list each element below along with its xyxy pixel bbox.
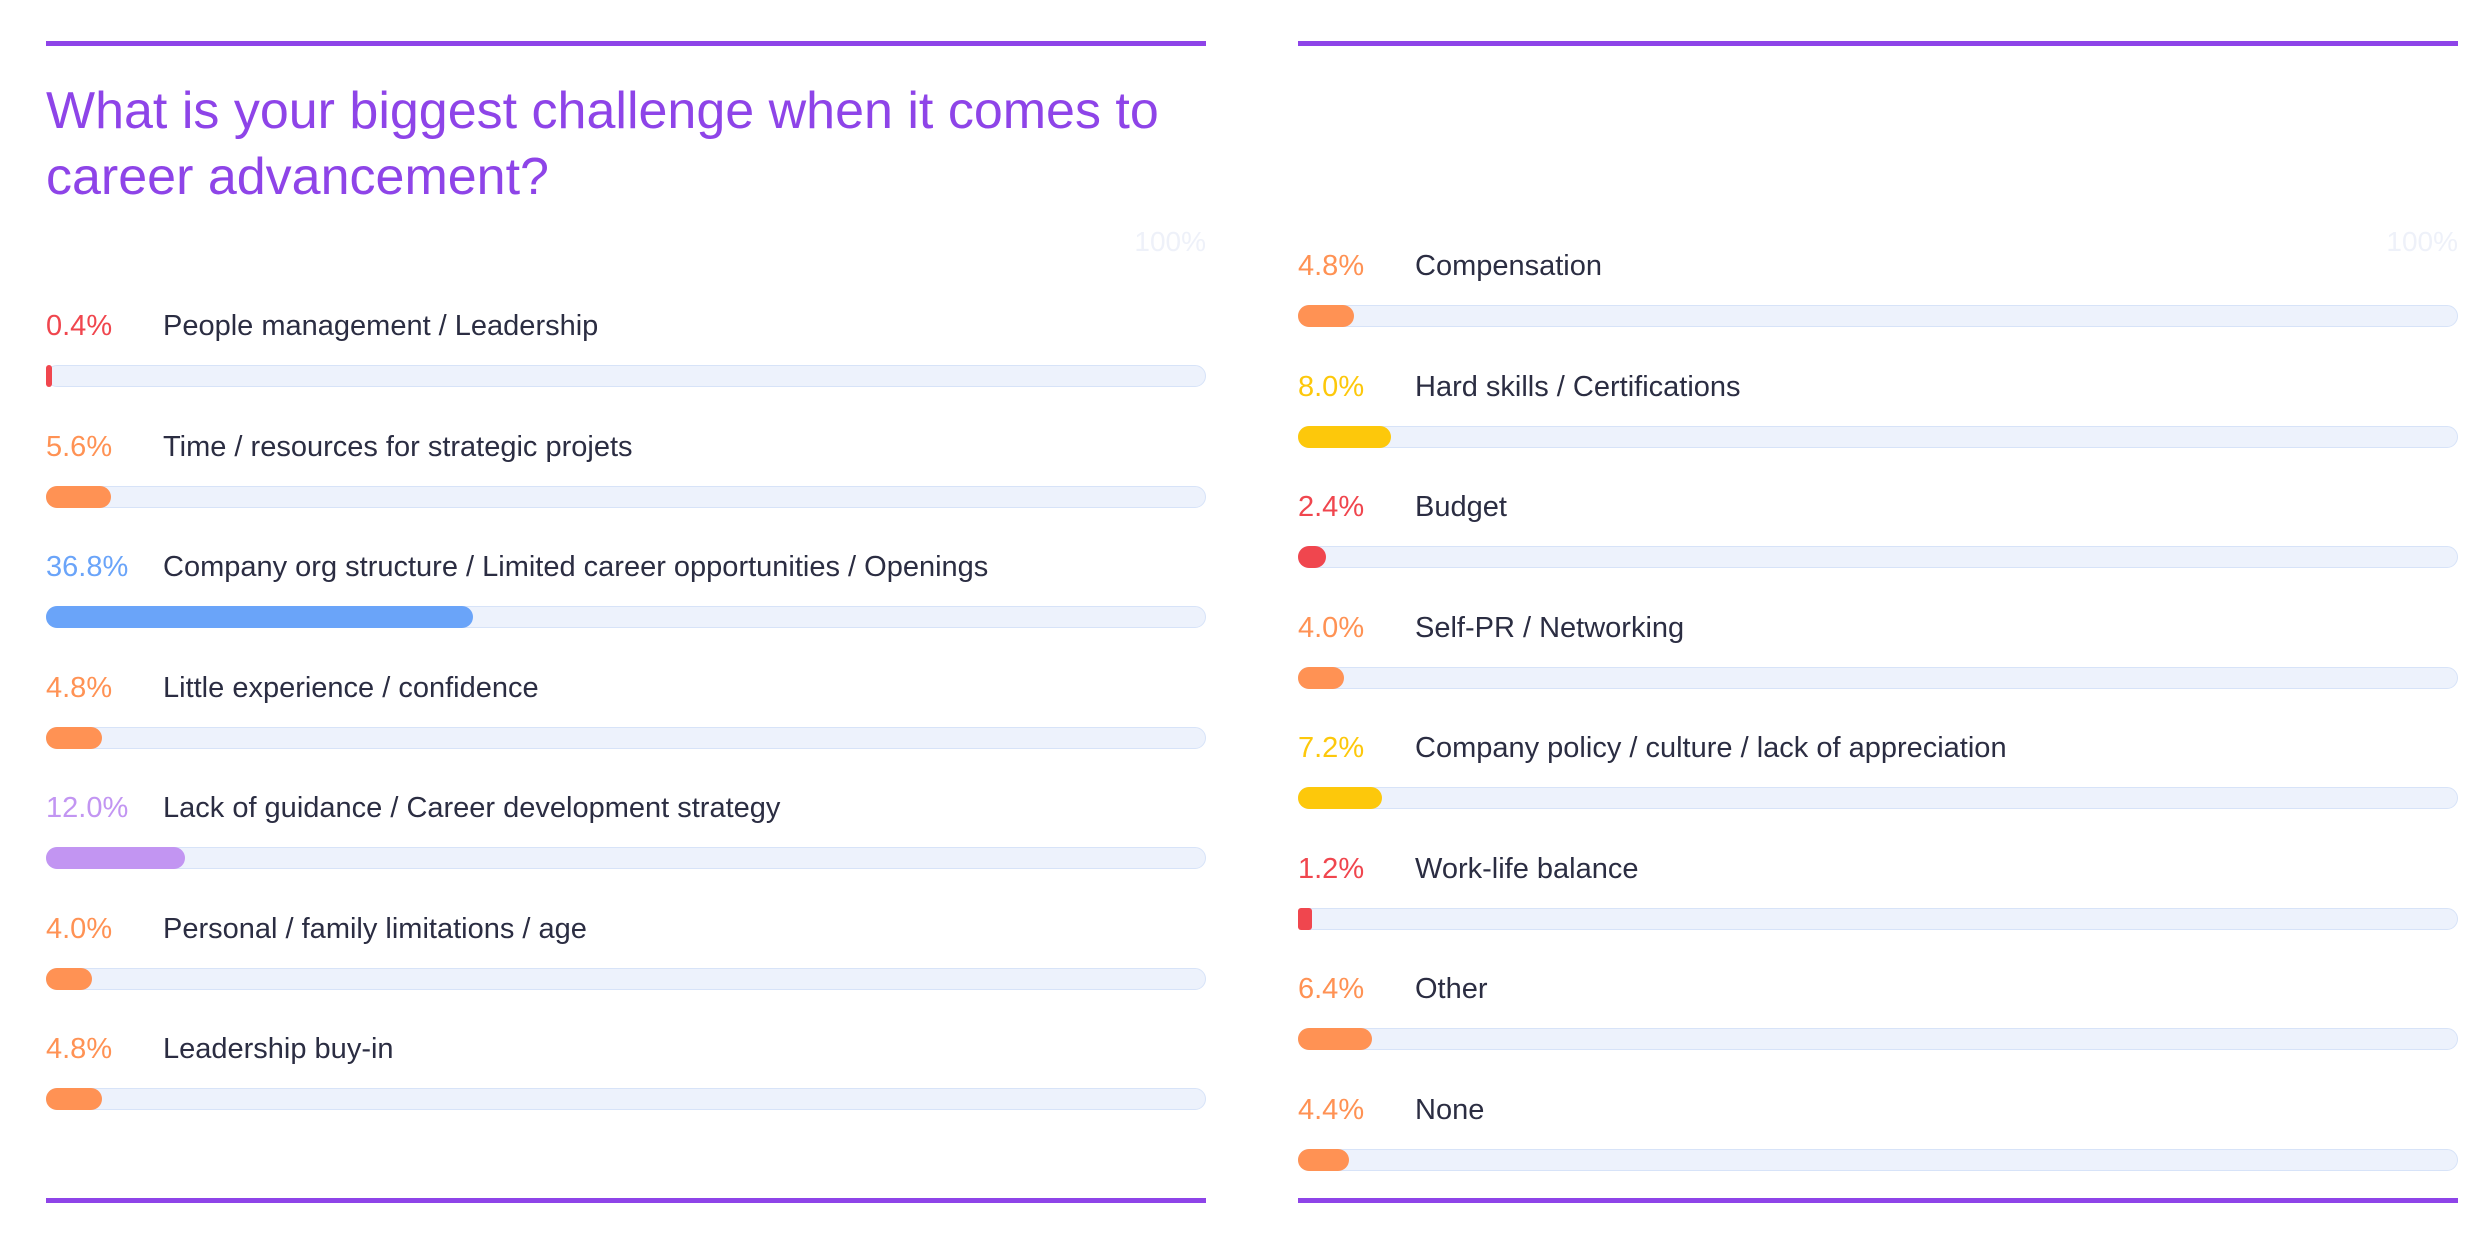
bar-value-label: 5.6%: [46, 431, 113, 463]
bar-row: 6.4% Other: [1298, 971, 2458, 1081]
bar-value-label: 36.8%: [46, 551, 129, 583]
axis-max-label: 100%: [1134, 226, 1206, 257]
bar-fill: [1298, 305, 1354, 327]
bar-track: [1298, 546, 2458, 568]
bar-track: [1298, 1149, 2458, 1171]
bar-value-label: 7.2%: [1298, 732, 1365, 764]
bar-track: [46, 847, 1206, 869]
bar-value-label: 2.4%: [1298, 491, 1365, 523]
bar-fill: [46, 727, 102, 749]
chart-panel-right: 100% 4.8% Compensation 8.0% Hard skills / C…: [1298, 0, 2458, 1245]
bar-track: [1298, 667, 2458, 689]
bar-category-label: Self-PR / Networking: [1415, 612, 1685, 644]
chart-title: What is your biggest challenge when it c…: [46, 82, 1159, 206]
bar-value-label: 0.4%: [46, 310, 113, 342]
bar-value-label: 4.8%: [46, 1033, 113, 1065]
bar-fill: [46, 1088, 102, 1110]
bottom-rule: [1298, 1198, 2458, 1203]
top-rule: [46, 41, 1206, 46]
bar-row: 4.0% Self-PR / Networking: [1298, 610, 2458, 720]
bar-category-label: Work-life balance: [1415, 853, 1639, 885]
bar-category-label: Hard skills / Certifications: [1415, 371, 1741, 403]
bar-row: 4.8% Little experience / confidence: [46, 670, 1206, 780]
bar-value-label: 1.2%: [1298, 853, 1365, 885]
bar-value-label: 6.4%: [1298, 973, 1365, 1005]
bar-value-label: 12.0%: [46, 792, 129, 824]
bar-category-label: Time / resources for strategic projets: [163, 431, 633, 463]
bar-track: [1298, 1028, 2458, 1050]
bar-category-label: Compensation: [1415, 250, 1602, 282]
bar-fill: [46, 968, 93, 990]
bottom-rule: [46, 1198, 1206, 1203]
bar-track: [46, 727, 1206, 749]
bar-category-label: People management / Leadership: [163, 310, 599, 342]
bar-fill: [1298, 1149, 1350, 1171]
bar-category-label: Personal / family limitations / age: [163, 913, 587, 945]
bar-value-label: 4.4%: [1298, 1094, 1365, 1126]
bar-category-label: Other: [1415, 973, 1488, 1005]
bar-fill: [1298, 787, 1382, 809]
bar-track: [1298, 908, 2458, 930]
bar-row: 4.8% Compensation: [1298, 248, 2458, 358]
bar-row: 0.4% People management / Leadership: [46, 308, 1206, 418]
bar-fill: [1298, 667, 1345, 689]
bar-fill: [46, 486, 111, 508]
top-rule: [1298, 41, 2458, 46]
bar-track: [46, 1088, 1206, 1110]
bar-track: [46, 968, 1206, 990]
bar-category-label: Little experience / confidence: [163, 672, 539, 704]
bar-fill: [46, 365, 52, 387]
bar-row: 5.6% Time / resources for strategic proje…: [46, 429, 1206, 539]
bar-row: 1.2% Work-life balance: [1298, 851, 2458, 961]
bar-value-label: 4.8%: [1298, 250, 1365, 282]
bar-category-label: Budget: [1415, 491, 1507, 523]
bar-row: 8.0% Hard skills / Certifications: [1298, 369, 2458, 479]
bar-row: 7.2% Company policy / culture / lack of a…: [1298, 730, 2458, 840]
bar-category-label: Lack of guidance / Career development st…: [163, 792, 781, 824]
bar-fill: [46, 606, 473, 628]
bar-fill: [1298, 426, 1391, 448]
bar-row: 4.0% Personal / family limitations / age: [46, 911, 1206, 1021]
bar-value-label: 8.0%: [1298, 371, 1365, 403]
bar-category-label: Company policy / culture / lack of appre…: [1415, 732, 2007, 764]
bar-track: [1298, 787, 2458, 809]
bar-fill: [1298, 546, 1326, 568]
bar-track: [46, 486, 1206, 508]
bar-row: 4.8% Leadership buy-in: [46, 1031, 1206, 1141]
bar-row: 2.4% Budget: [1298, 489, 2458, 599]
bar-fill: [1298, 1028, 1373, 1050]
bar-row: 12.0% Lack of guidance / Career developme…: [46, 790, 1206, 900]
chart-panel-left: What is your biggest challenge when it c…: [46, 0, 1206, 1245]
bar-row: 4.4% None: [1298, 1092, 2458, 1202]
bar-row: 36.8% Company org structure / Limited car…: [46, 549, 1206, 659]
bar-track: [1298, 305, 2458, 327]
bar-value-label: 4.0%: [1298, 612, 1365, 644]
bar-fill: [1298, 908, 1312, 930]
axis-max-label: 100%: [2386, 226, 2458, 257]
bar-category-label: Leadership buy-in: [163, 1033, 394, 1065]
bar-value-label: 4.8%: [46, 672, 113, 704]
bar-fill: [46, 847, 186, 869]
bar-track: [1298, 426, 2458, 448]
bar-value-label: 4.0%: [46, 913, 113, 945]
bar-category-label: None: [1415, 1094, 1485, 1126]
bar-track: [46, 365, 1206, 387]
bar-category-label: Company org structure / Limited career o…: [163, 551, 989, 583]
